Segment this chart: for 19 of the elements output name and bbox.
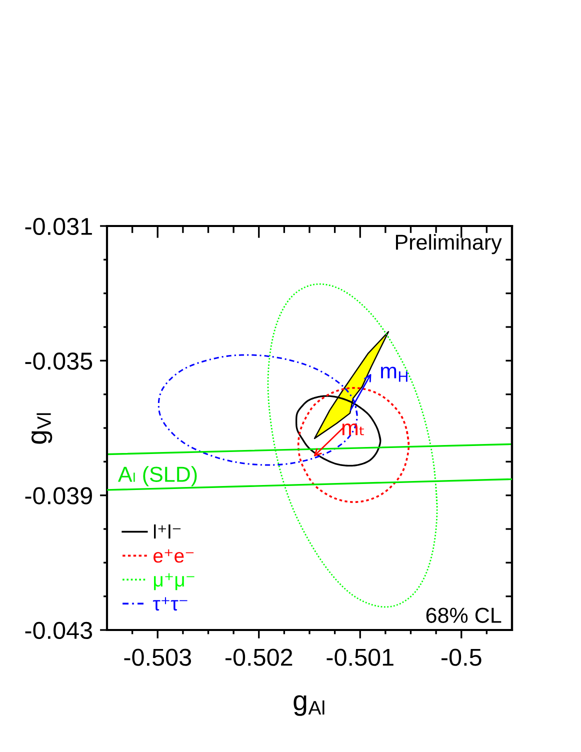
annotation: m$_{H}$ (381, 366, 408, 382)
x-tick-label: -0.5 (442, 648, 482, 666)
annotation: Preliminary (396, 234, 502, 254)
x-tick-label: -0.502 (226, 648, 292, 666)
x-tick-label: -0.501 (326, 648, 394, 666)
annotation: 68% CL (426, 608, 502, 623)
y-tick-label: -0.031 (25, 218, 92, 236)
x-tick-label: -0.503 (124, 648, 192, 666)
x-axis-title: g$_{Al}$ (294, 695, 324, 716)
y-tick-label: -0.039 (25, 487, 92, 504)
legend-label: l⁺l⁻ (154, 524, 181, 539)
legend-label: τ⁺τ⁻ (152, 597, 188, 611)
legend-label: μ⁺μ⁻ (154, 573, 194, 590)
annotation: mₜ (342, 424, 364, 436)
annotation: Aₗ (SLD) (118, 466, 197, 486)
y-tick-label: -0.035 (25, 352, 92, 370)
legend-label: e⁺e⁻ (154, 549, 194, 563)
y-axis-title: g$_{Vl}$ (31, 413, 52, 444)
y-tick-label: -0.043 (25, 622, 92, 640)
